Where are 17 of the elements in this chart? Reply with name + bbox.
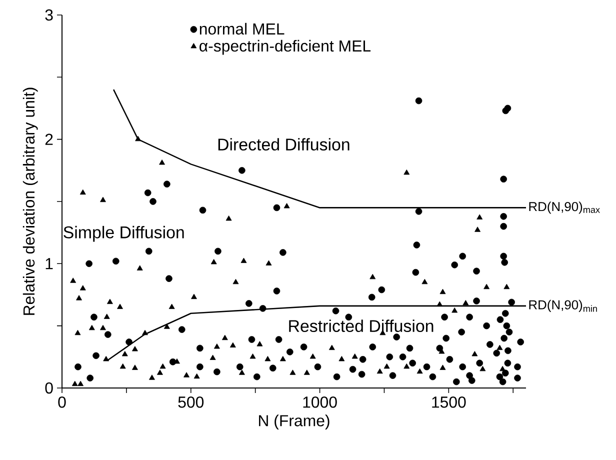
legend-label: α-spectrin-deficient MEL <box>200 40 371 55</box>
annotation: Directed Diffusion <box>218 138 350 151</box>
y-tick-label: 0 <box>45 382 53 394</box>
x-tick-label: 1000 <box>303 396 337 408</box>
y-tick-label: 1 <box>46 258 53 270</box>
x-tick-label: 1500 <box>432 396 466 408</box>
legend-label: normal MEL <box>200 22 284 35</box>
annotation: Restricted Diffusion <box>289 320 434 332</box>
series-label: RD(N,90)$_{max}$ <box>529 202 600 214</box>
y-tick-label: 2 <box>45 134 53 145</box>
x-tick-label: 500 <box>178 396 204 408</box>
x-axis-title: N (Frame) <box>259 414 330 430</box>
annotation: Simple Diffusion <box>64 226 184 242</box>
y-tick-label: 3 <box>45 9 53 21</box>
x-tick-label: 0 <box>58 396 66 408</box>
y-axis-title: Relative deviation (arbitrary unit) <box>22 88 38 315</box>
series-label: RD(N,90)$_{min}$ <box>529 300 597 312</box>
